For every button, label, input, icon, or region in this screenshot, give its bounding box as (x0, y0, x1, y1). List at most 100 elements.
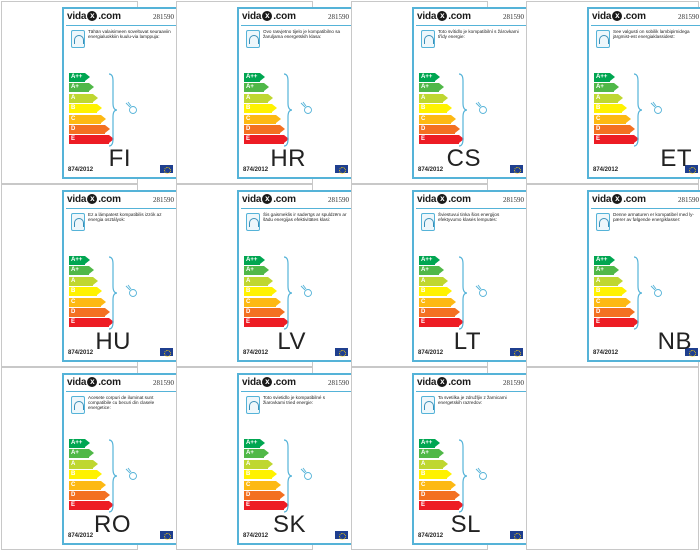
energy-label: vida x .com 281590 Ovo rasvjetno tijelo je k… (237, 7, 355, 179)
brand-logo-mark: x (612, 194, 623, 205)
lamp-fixture-icon (421, 396, 435, 414)
light-bulb-icon (125, 284, 137, 297)
compatibility-text: Šviestuvui tinka šios energijos efektyvu… (438, 212, 500, 223)
compatibility-text: Toto svítidlo je kompatibilní s žárovkam… (438, 29, 519, 40)
header-divider (66, 25, 176, 26)
brand-logo-mark: x (87, 11, 98, 22)
lamp-shade-shape (424, 35, 434, 44)
energy-class-bar: C (244, 297, 281, 307)
compatibility-text: Ta svetilka je združljiv z žarnicami ene… (438, 395, 507, 406)
energy-class-bar: B (244, 287, 277, 297)
energy-class-bar: E (244, 135, 289, 145)
energy-class-name: C (596, 298, 601, 305)
label-cell-cs: vida x .com 281590 Toto svítidlo je kompatib… (351, 1, 530, 184)
light-bulb-icon (475, 467, 487, 480)
energy-class-scale: A++ A+ A B C D E (69, 439, 114, 512)
brand-logo-mark: x (437, 194, 448, 205)
class-range-brace (108, 256, 118, 330)
lamp-fixture-icon (71, 30, 85, 48)
lamp-shade-shape (424, 218, 434, 227)
energy-class-bar: D (244, 124, 285, 134)
energy-class-name: D (596, 125, 601, 132)
energy-class-scale: A++ A+ A B C D E (419, 256, 464, 329)
class-range-brace (283, 256, 293, 330)
energy-class-name: E (71, 136, 76, 143)
energy-label: vida x .com 281590 Denne armaturen er kompat… (587, 190, 700, 362)
brand-logo-text: vida (67, 194, 87, 205)
energy-class-bar: A+ (594, 266, 619, 276)
energy-class-name: D (246, 125, 251, 132)
energy-class-bar: C (69, 480, 106, 490)
regulation-number: 874/2012 (418, 533, 444, 539)
energy-class-name: B (71, 105, 76, 112)
energy-class-scale: A++ A+ A B C D E (69, 73, 114, 146)
brand-logo: vida x .com (417, 194, 471, 205)
energy-class-bar: A+ (419, 83, 444, 93)
energy-class-name: B (596, 288, 601, 295)
brand-logo: vida x .com (67, 194, 121, 205)
energy-class-name: A++ (246, 440, 258, 446)
energy-class-bar: A (594, 93, 623, 103)
energy-class-name: A++ (421, 74, 433, 80)
energy-class-bar: A++ (69, 256, 90, 265)
energy-class-bar: E (69, 135, 114, 145)
energy-class-name: A+ (421, 450, 429, 457)
language-code: HU (95, 328, 131, 355)
energy-class-bar: A++ (419, 256, 440, 265)
energy-class-name: B (421, 105, 426, 112)
label-cell-hu: vida x .com 281590 Ez a lámpatest kompatibil… (1, 184, 180, 367)
language-code: CS (446, 145, 481, 172)
energy-class-name: B (246, 288, 251, 295)
class-range-brace (283, 73, 293, 147)
energy-class-bar: D (419, 490, 460, 500)
energy-class-bar: E (594, 318, 639, 328)
energy-class-name: A (421, 94, 426, 101)
compatibility-text: See valgusti on sobilik lambipirnidega j… (613, 29, 690, 40)
energy-class-name: A (71, 277, 76, 284)
regulation-number: 874/2012 (68, 350, 94, 356)
energy-class-bar: A (69, 93, 98, 103)
light-bulb-icon (125, 101, 137, 114)
energy-class-name: A++ (596, 257, 608, 263)
energy-class-name: E (421, 502, 426, 509)
energy-class-name: A+ (71, 267, 79, 274)
brand-logo-text: vida (67, 11, 87, 22)
energy-class-bar: A (419, 276, 448, 286)
product-number: 281590 (503, 379, 524, 387)
energy-class-bar: A+ (594, 83, 619, 93)
energy-label: vida x .com 281590 Toto svietidlo je kompati… (237, 373, 355, 545)
product-number: 281590 (328, 196, 349, 204)
energy-class-bar: C (594, 297, 631, 307)
brand-logo: vida x .com (242, 194, 296, 205)
energy-class-bar: B (69, 104, 102, 114)
lamp-shade-shape (74, 401, 84, 410)
label-cell-ro: vida x .com 281590 Acesete corpuri de ilumin… (1, 367, 180, 550)
brand-logo-mark: x (437, 11, 448, 22)
energy-class-bar: A++ (244, 256, 265, 265)
brand-logo-text: vida (417, 194, 437, 205)
lamp-fixture-icon (596, 30, 610, 48)
brand-logo: vida x .com (67, 377, 121, 388)
energy-class-bar: B (69, 287, 102, 297)
energy-class-scale: A++ A+ A B C D E (419, 439, 464, 512)
energy-class-name: A (246, 277, 251, 284)
class-range-brace (283, 439, 293, 513)
energy-class-name: E (246, 319, 251, 326)
brand-logo-text: vida (242, 377, 262, 388)
energy-class-bar: C (594, 114, 631, 124)
energy-class-bar: A++ (594, 73, 615, 82)
energy-class-name: A+ (71, 84, 79, 91)
product-number: 281590 (328, 379, 349, 387)
energy-class-name: D (246, 308, 251, 315)
energy-class-scale: A++ A+ A B C D E (244, 256, 289, 329)
compatibility-text: Šis gaismeklis ir saderīgs ar spuldzēm a… (263, 212, 347, 223)
brand-logo-mark: x (262, 194, 273, 205)
energy-class-bar: C (419, 480, 456, 490)
brand-logo-text: vida (242, 11, 262, 22)
energy-class-bar: A++ (594, 256, 615, 265)
energy-class-bar: B (419, 287, 452, 297)
energy-class-bar: D (594, 124, 635, 134)
lamp-shade-shape (249, 35, 259, 44)
eu-flag-icon (510, 531, 523, 540)
energy-class-bar: A+ (69, 266, 94, 276)
